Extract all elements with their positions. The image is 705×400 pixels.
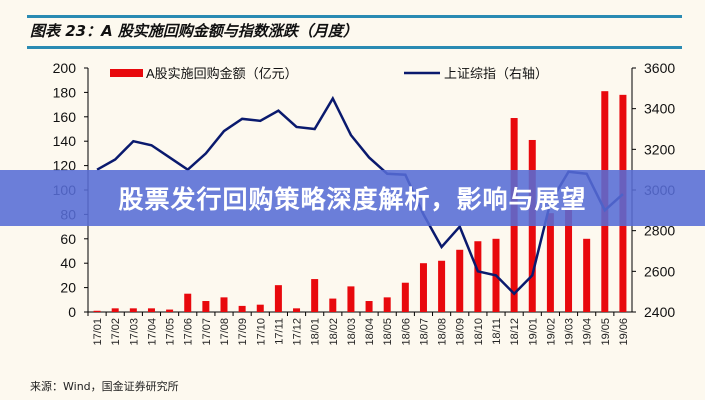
x-tick-label: 18/01 [310,318,322,346]
title-rule-top [27,15,682,18]
index-line [96,95,624,296]
bar [565,208,573,312]
x-tick-label: 19/03 [564,318,576,346]
left-tick-label: 0 [68,304,76,320]
x-tick-label: 17/01 [92,318,104,346]
bar [347,286,355,312]
x-tick-label: 17/03 [128,318,140,346]
bar [293,308,301,312]
left-tick-label: 20 [60,280,76,296]
right-tick-label: 2800 [644,223,675,239]
bar [383,297,391,312]
x-tick-label: 17/06 [183,318,195,346]
bar [238,305,246,312]
source-note: 来源：Wind，国金证券研究所 [30,380,179,393]
bar [166,309,174,312]
x-tick-label: 17/02 [110,318,122,346]
bar [456,249,464,312]
legend-bar-swatch [110,69,143,77]
bar [202,301,210,312]
bar [546,213,554,312]
bar [147,308,155,312]
x-tick-label: 17/12 [292,318,304,346]
legend-bar-label: A股实施回购金额（亿元） [146,66,298,81]
x-tick-label: 17/09 [237,318,249,346]
left-tick-label: 40 [60,255,76,271]
x-tick-label: 19/05 [600,318,612,346]
bar [583,238,591,312]
x-tick-label: 18/10 [473,318,485,346]
right-tick-label: 3200 [644,141,675,157]
bar [220,297,228,312]
x-tick-label: 17/11 [273,318,285,345]
left-tick-label: 200 [53,60,77,76]
left-tick-label: 140 [53,133,77,149]
title-rule-bottom [27,46,682,49]
bar [438,260,446,312]
right-tick-label: 3600 [644,60,675,76]
bar [256,304,264,312]
x-tick-label: 19/02 [545,318,557,346]
bar [93,310,101,312]
x-tick-label: 17/05 [165,318,177,346]
bar [401,282,409,312]
x-tick-label: 17/07 [201,318,213,346]
x-tick-label: 18/12 [509,318,521,346]
right-tick-label: 3400 [644,101,675,117]
chart-title: 图表 23：A 股实施回购金额与指数涨跌（月度） [30,22,358,40]
x-tick-label: 18/02 [328,318,340,346]
x-tick-label: 17/08 [219,318,231,346]
x-tick-label: 17/10 [255,318,267,346]
x-tick-label: 18/05 [382,318,394,346]
right-tick-label: 2600 [644,263,675,279]
banner-text: 股票发行回购策略深度解析，影响与展望 [118,185,587,214]
x-tick-label: 18/09 [455,318,467,346]
right-tick-label: 2400 [644,304,675,320]
bar [129,308,137,312]
x-tick-label: 18/06 [400,318,412,346]
x-tick-label: 18/03 [346,318,358,346]
left-tick-label: 60 [60,231,76,247]
bar [111,308,119,312]
bar [184,293,192,312]
x-tick-label: 17/04 [146,318,158,346]
x-tick-label: 18/07 [418,318,430,346]
left-tick-label: 180 [53,84,77,100]
x-tick-label: 18/04 [364,318,376,346]
x-tick-label: 18/11 [491,318,503,345]
x-tick-label: 19/04 [582,318,594,346]
bar [365,301,373,312]
bar [329,298,337,312]
x-tick-label: 19/01 [527,318,539,346]
x-tick-label: 18/08 [437,318,449,346]
bar [311,279,319,312]
bar [419,263,427,312]
left-tick-label: 120 [53,158,77,174]
banner: 股票发行回购策略深度解析，影响与展望 [0,170,705,226]
bar [474,241,482,312]
legend-line-label: 上证综指（右轴） [444,66,548,81]
x-tick-label: 19/06 [618,318,630,346]
left-tick-label: 160 [53,109,77,125]
bar [274,285,282,312]
